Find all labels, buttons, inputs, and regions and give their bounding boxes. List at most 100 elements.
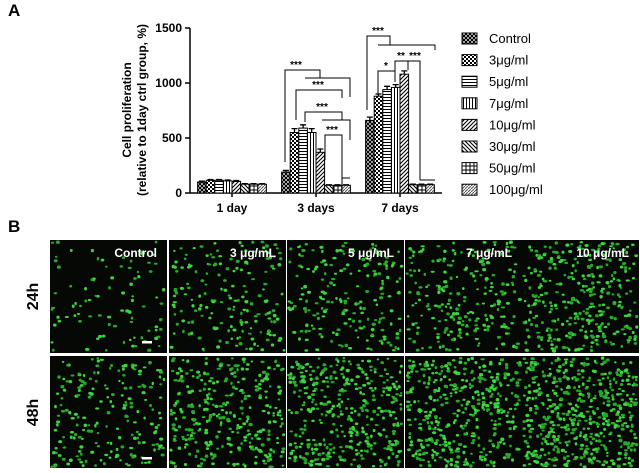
cell [601, 332, 605, 335]
cell [157, 345, 161, 348]
cell [244, 249, 248, 253]
cell [421, 248, 425, 251]
cell [480, 458, 484, 462]
panel-label: A [8, 1, 20, 20]
cell [618, 279, 621, 282]
cell [577, 385, 581, 389]
cell [533, 268, 537, 272]
cell [556, 447, 560, 452]
cell [407, 337, 412, 340]
cell [496, 308, 500, 312]
cell [458, 357, 463, 360]
cell [80, 380, 85, 383]
cell [318, 418, 322, 422]
cell [192, 418, 196, 422]
cell [387, 444, 391, 449]
cell [377, 262, 382, 266]
cell [204, 454, 209, 458]
cell [431, 372, 435, 375]
cell [360, 457, 365, 460]
cell [564, 306, 568, 309]
cell [138, 433, 142, 436]
error-bar [392, 84, 399, 88]
cell [391, 263, 395, 267]
cell [427, 284, 430, 287]
cell [315, 376, 319, 379]
cell [366, 423, 369, 426]
cell [272, 333, 277, 337]
cell [254, 250, 258, 253]
cell [525, 328, 530, 332]
cell [120, 394, 124, 397]
cell [449, 462, 453, 467]
cell [463, 424, 467, 427]
cell [300, 287, 304, 290]
cell [153, 448, 156, 452]
cell [505, 301, 511, 305]
cell [69, 248, 73, 253]
cell [617, 387, 622, 390]
cell [475, 302, 480, 306]
cell [528, 435, 532, 439]
cell [418, 422, 423, 426]
cell [175, 322, 179, 326]
cell [335, 332, 339, 337]
cell [264, 249, 268, 253]
cell [632, 262, 636, 266]
cell [356, 336, 360, 339]
cell [397, 317, 402, 320]
cell [596, 281, 601, 284]
cell [581, 376, 585, 379]
cell [106, 396, 110, 399]
cell [452, 241, 455, 245]
cell [467, 357, 470, 362]
cell [499, 252, 503, 256]
cell [288, 260, 292, 264]
cell [564, 390, 569, 394]
cell [121, 381, 125, 385]
error-bar [291, 128, 298, 133]
cell [500, 358, 505, 362]
cell [128, 338, 132, 342]
cell [607, 371, 612, 375]
cell [555, 385, 559, 388]
cell [147, 329, 151, 333]
cell [509, 444, 512, 448]
cell [98, 334, 102, 338]
cell [177, 379, 181, 382]
cell [62, 388, 67, 392]
cell [482, 241, 487, 244]
cell [577, 419, 582, 422]
cell [84, 286, 88, 291]
cell [309, 463, 314, 467]
cell [129, 401, 134, 405]
cell [93, 371, 96, 375]
cell [196, 449, 200, 453]
cell [588, 421, 593, 425]
cell [559, 397, 564, 401]
cell [611, 394, 614, 398]
cell [549, 308, 554, 311]
cell [364, 432, 368, 436]
cell [162, 287, 166, 292]
cell [579, 456, 584, 460]
cell [372, 409, 377, 414]
cell [606, 306, 611, 310]
cell [571, 453, 575, 456]
cell [463, 361, 468, 365]
error-bar [300, 124, 307, 129]
cell [479, 274, 483, 277]
cell [344, 445, 350, 449]
cell [482, 369, 487, 372]
cell [504, 291, 507, 295]
cell [223, 288, 228, 292]
cell [612, 277, 616, 281]
cell [345, 381, 349, 385]
cell [357, 464, 361, 467]
cell [371, 322, 376, 326]
cell [449, 330, 454, 333]
cell [580, 415, 584, 418]
cell [453, 251, 457, 256]
cell [230, 337, 234, 340]
cell [171, 303, 176, 307]
